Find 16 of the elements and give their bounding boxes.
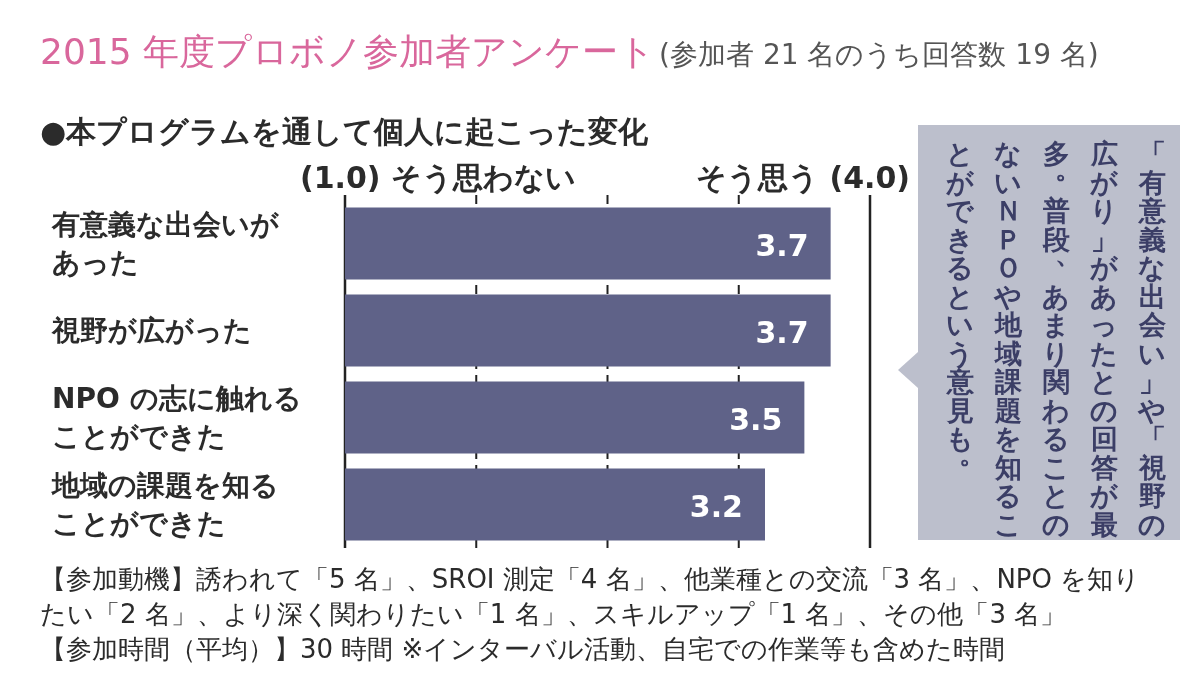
y-tick-label: 地域の課題を知ることができた xyxy=(52,467,280,542)
y-tick-label: 視野が広がった xyxy=(52,312,253,349)
text: ●本プログラムを通して個人に起こった変化 xyxy=(40,113,649,151)
data-label: 3.2 xyxy=(689,488,743,524)
ref-line-label: そう思う (4.0) xyxy=(695,159,910,197)
chart-subtitle: (参加者 21 名のうち回答数 19 名) xyxy=(659,38,1099,71)
data-label: 3.7 xyxy=(755,314,809,350)
annotation: (1.0) そう思わない xyxy=(300,159,577,197)
text: 【参加時間（平均）】30 時間 ※インターバル活動、自宅での作業等も含めた時間 xyxy=(40,633,1006,666)
text: 「有意義な出会い」や「視野の広がり」があったとの回答が最多。普段、あまり関わることのないＮＰＯや地域課題を知ることができるという意見も。 xyxy=(946,138,1166,540)
data-label: 3.7 xyxy=(755,227,809,263)
data-label: 3.5 xyxy=(729,401,783,437)
text: 【参加動機】誘われて「5 名」、SROI 測定「4 名」、他業種との交流「3 名」、NPO を知りたい「2 名」、より深く関わりたい「1 名」、スキルアップ「1 名」、その他「3 名」 xyxy=(40,563,1142,631)
y-tick-label: NPO の志に触れることができた xyxy=(52,380,302,455)
chart-title: 2015 年度プロボノ参加者アンケート xyxy=(40,31,656,72)
y-tick-label: 有意義な出会いがあった xyxy=(52,206,280,281)
